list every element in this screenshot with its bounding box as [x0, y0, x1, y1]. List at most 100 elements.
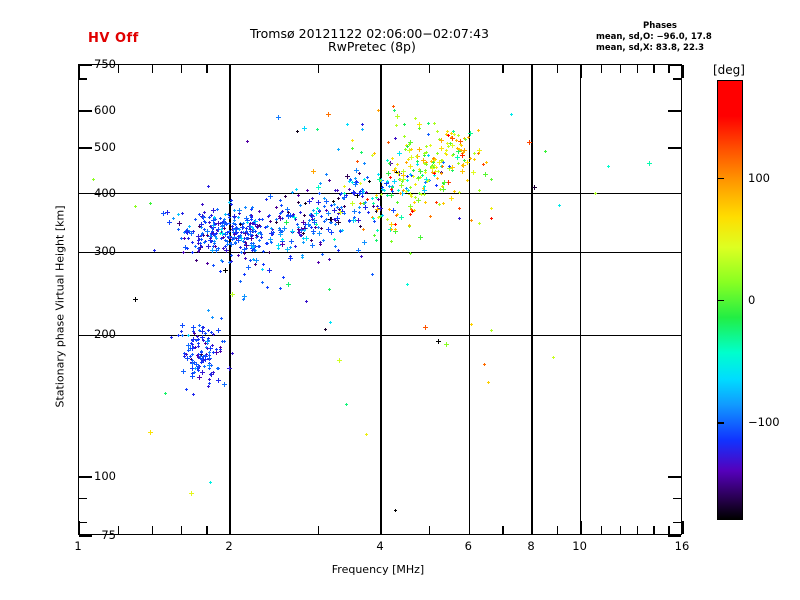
data-point	[347, 179, 351, 183]
y-axis-tick	[673, 498, 681, 500]
data-point	[216, 366, 220, 370]
y-tick-label: 600	[94, 102, 116, 117]
data-point	[364, 432, 368, 436]
data-point	[164, 391, 168, 395]
data-point	[353, 167, 359, 173]
data-point	[221, 223, 225, 227]
data-point	[231, 213, 237, 219]
data-point	[296, 225, 300, 229]
data-point	[396, 189, 400, 193]
data-point	[228, 241, 232, 245]
data-point	[193, 362, 199, 368]
data-point	[376, 197, 380, 201]
data-point	[399, 192, 403, 196]
data-point	[477, 222, 481, 226]
x-tick-label: 1	[74, 539, 82, 553]
data-point	[395, 123, 399, 127]
data-point	[363, 205, 369, 211]
data-point	[432, 174, 436, 178]
data-point	[410, 147, 414, 151]
data-point	[296, 193, 300, 197]
data-point	[309, 212, 313, 216]
data-point	[309, 243, 315, 249]
data-point	[220, 231, 226, 237]
x-axis-tick	[229, 521, 231, 534]
x-axis-tick	[668, 526, 670, 534]
data-point	[207, 309, 211, 313]
data-point	[324, 173, 328, 177]
data-point	[469, 219, 473, 223]
data-point	[403, 147, 407, 151]
data-point	[297, 228, 301, 232]
data-point	[231, 227, 235, 231]
data-point	[470, 170, 476, 176]
data-point	[261, 262, 265, 266]
data-point	[238, 228, 242, 232]
data-point	[260, 233, 264, 237]
data-point	[246, 140, 250, 144]
data-point	[366, 176, 370, 180]
data-point	[326, 211, 332, 217]
data-point	[490, 329, 494, 333]
data-point	[378, 214, 382, 218]
data-point	[201, 215, 207, 221]
data-point	[386, 180, 390, 184]
data-point	[419, 176, 423, 180]
data-point	[215, 207, 219, 211]
data-point	[192, 392, 196, 396]
data-point	[441, 180, 447, 186]
data-point	[134, 204, 138, 208]
data-point	[304, 222, 308, 226]
data-point	[241, 297, 245, 301]
data-point	[422, 153, 426, 157]
data-point	[223, 244, 227, 248]
data-point	[265, 242, 269, 246]
data-point	[338, 229, 342, 233]
x-axis-tick	[118, 526, 120, 534]
x-axis-tick	[619, 65, 622, 73]
data-point	[458, 148, 462, 152]
data-point	[315, 206, 319, 210]
data-point	[220, 340, 224, 344]
data-point	[417, 191, 421, 195]
data-point	[238, 212, 242, 216]
data-point	[304, 201, 308, 205]
data-point	[359, 201, 363, 205]
x-axis-tick	[206, 65, 208, 73]
data-point	[317, 208, 321, 212]
data-point	[371, 205, 375, 209]
data-point	[394, 214, 398, 218]
data-point	[248, 259, 252, 263]
x-axis-tick	[619, 526, 622, 534]
data-point	[423, 152, 427, 156]
x-axis-tick	[579, 65, 582, 78]
data-point	[225, 243, 229, 247]
data-point	[239, 230, 243, 234]
data-point	[211, 226, 215, 230]
data-point	[227, 221, 231, 225]
data-point	[276, 243, 282, 249]
data-point	[390, 156, 394, 160]
data-point	[430, 171, 434, 175]
data-point	[317, 226, 321, 230]
data-point	[203, 342, 207, 346]
data-point	[381, 214, 385, 218]
data-point	[185, 246, 189, 250]
data-point	[252, 257, 256, 261]
data-point	[219, 230, 223, 234]
data-point	[299, 211, 303, 215]
data-point	[275, 221, 279, 225]
data-point	[385, 194, 389, 198]
data-point	[386, 218, 390, 222]
data-point	[453, 133, 457, 137]
data-point	[459, 152, 465, 158]
data-point	[199, 328, 205, 334]
x-axis-tick	[380, 521, 382, 534]
data-point	[434, 169, 438, 173]
data-point	[224, 221, 228, 225]
data-point	[194, 367, 198, 371]
data-point	[243, 272, 247, 276]
data-point	[345, 194, 349, 198]
data-point	[254, 223, 260, 229]
data-point	[209, 237, 213, 241]
